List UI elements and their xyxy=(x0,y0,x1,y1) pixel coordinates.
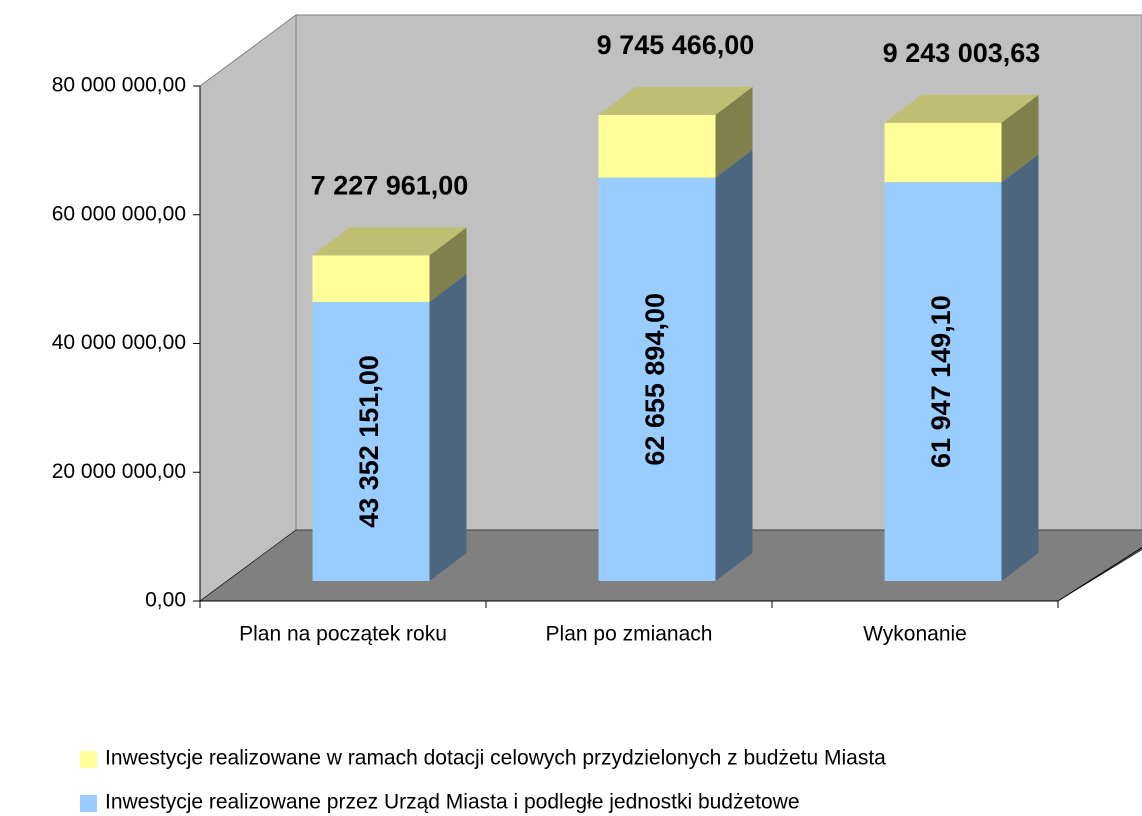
bar-top xyxy=(598,86,753,115)
bar-top xyxy=(884,94,1039,123)
bar-side xyxy=(429,273,467,581)
side-wall xyxy=(199,14,297,602)
y-tick-label: 60 000 000,00 xyxy=(52,202,186,225)
bar-segment xyxy=(312,255,430,302)
bar-side xyxy=(715,86,753,178)
x-tick-label: Plan na początek roku xyxy=(239,623,447,646)
value-label: 7 227 961,00 xyxy=(311,171,469,201)
bar-segment xyxy=(312,301,430,581)
value-label: 61 947 149,10 xyxy=(926,295,956,468)
value-label: 43 352 151,00 xyxy=(354,355,384,528)
legend-label: Inwestycje realizowane przez Urząd Miast… xyxy=(105,791,800,814)
bar-side xyxy=(1001,154,1039,582)
value-label: 62 655 894,00 xyxy=(640,293,670,466)
bar-segment xyxy=(884,122,1002,183)
legend-label: Inwestycje realizowane w ramach dotacji … xyxy=(105,747,886,770)
y-tick-label: 40 000 000,00 xyxy=(52,331,186,354)
x-tick-label: Wykonanie xyxy=(863,623,967,646)
bar-segment xyxy=(598,114,716,178)
x-tick-label: Plan po zmianach xyxy=(546,623,713,646)
bar-top xyxy=(312,227,467,256)
bar-side xyxy=(1001,94,1039,183)
y-tick-label: 80 000 000,00 xyxy=(52,74,186,97)
value-label: 9 243 003,63 xyxy=(883,38,1041,68)
bar-side xyxy=(715,149,753,581)
value-label: 9 745 466,00 xyxy=(597,30,755,60)
legend-swatch xyxy=(80,795,97,812)
legend-swatch xyxy=(80,751,97,768)
y-tick-label: 20 000 000,00 xyxy=(52,460,186,483)
bar-segment xyxy=(884,182,1002,582)
y-tick-label: 0,00 xyxy=(145,589,186,612)
bar-segment xyxy=(598,177,716,581)
floor-edge xyxy=(1057,547,1142,602)
bar-side xyxy=(429,227,467,302)
